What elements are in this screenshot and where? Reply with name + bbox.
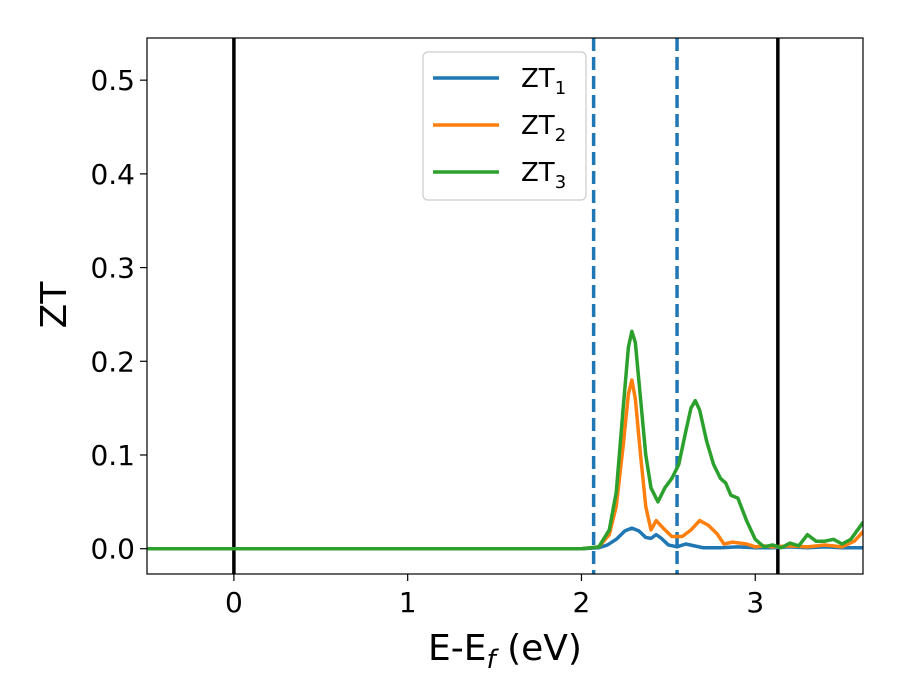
x-axis-label-unit: (eV) bbox=[496, 628, 582, 669]
y-tick-label: 0.0 bbox=[90, 533, 135, 566]
x-tick-label: 2 bbox=[573, 586, 591, 619]
x-tick-label: 0 bbox=[225, 586, 243, 619]
y-tick-label: 0.3 bbox=[90, 252, 135, 285]
legend: ZT1 ZT2 ZT3 bbox=[422, 51, 587, 201]
plot-content bbox=[147, 38, 863, 574]
x-axis-label: E-Ef (eV) bbox=[428, 628, 582, 675]
y-tick-label: 0.1 bbox=[90, 439, 135, 472]
axes-frame bbox=[146, 37, 864, 575]
plot-area bbox=[147, 38, 863, 574]
x-axis-label-main: E-E bbox=[428, 628, 486, 669]
x-tick-label: 3 bbox=[746, 586, 764, 619]
y-tick-label: 0.4 bbox=[90, 158, 135, 191]
y-axis-label: ZT bbox=[34, 281, 75, 329]
axes: 0 1 2 3 0.0 0.1 0.2 0.3 0.4 0.5 bbox=[90, 37, 864, 619]
x-tick-label: 1 bbox=[399, 586, 417, 619]
y-tick-label: 0.5 bbox=[90, 64, 135, 97]
y-tick-label: 0.2 bbox=[90, 345, 135, 378]
legend-box bbox=[422, 51, 587, 201]
legend-label-1: ZT1 bbox=[521, 64, 566, 99]
series-line-2 bbox=[147, 378, 863, 551]
legend-label-3: ZT3 bbox=[521, 158, 566, 193]
legend-label-2: ZT2 bbox=[521, 111, 566, 146]
series-line-3 bbox=[147, 329, 863, 551]
